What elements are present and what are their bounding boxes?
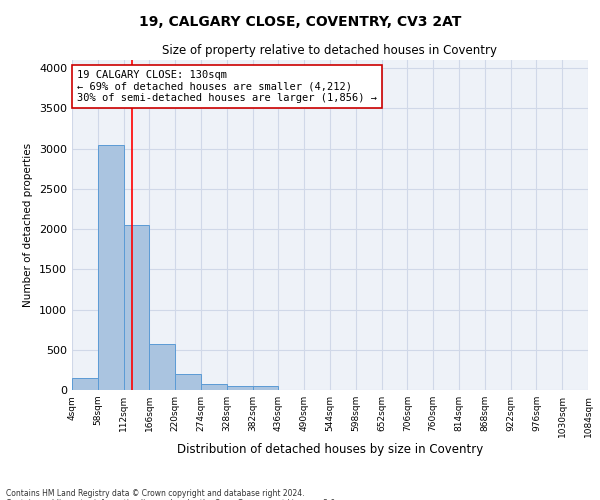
- Bar: [253, 386, 278, 390]
- Text: 19 CALGARY CLOSE: 130sqm
← 69% of detached houses are smaller (4,212)
30% of sem: 19 CALGARY CLOSE: 130sqm ← 69% of detach…: [77, 70, 377, 103]
- Text: 19, CALGARY CLOSE, COVENTRY, CV3 2AT: 19, CALGARY CLOSE, COVENTRY, CV3 2AT: [139, 15, 461, 29]
- Bar: [175, 374, 201, 390]
- Y-axis label: Number of detached properties: Number of detached properties: [23, 143, 34, 307]
- Bar: [227, 386, 253, 390]
- Title: Size of property relative to detached houses in Coventry: Size of property relative to detached ho…: [163, 44, 497, 58]
- Bar: [72, 378, 98, 390]
- Text: Contains public sector information licensed under the Open Government Licence v3: Contains public sector information licen…: [6, 498, 338, 500]
- Bar: [98, 144, 124, 390]
- Bar: [124, 225, 149, 390]
- Bar: [201, 384, 227, 390]
- X-axis label: Distribution of detached houses by size in Coventry: Distribution of detached houses by size …: [177, 442, 483, 456]
- Bar: [149, 344, 175, 390]
- Text: Contains HM Land Registry data © Crown copyright and database right 2024.: Contains HM Land Registry data © Crown c…: [6, 488, 305, 498]
